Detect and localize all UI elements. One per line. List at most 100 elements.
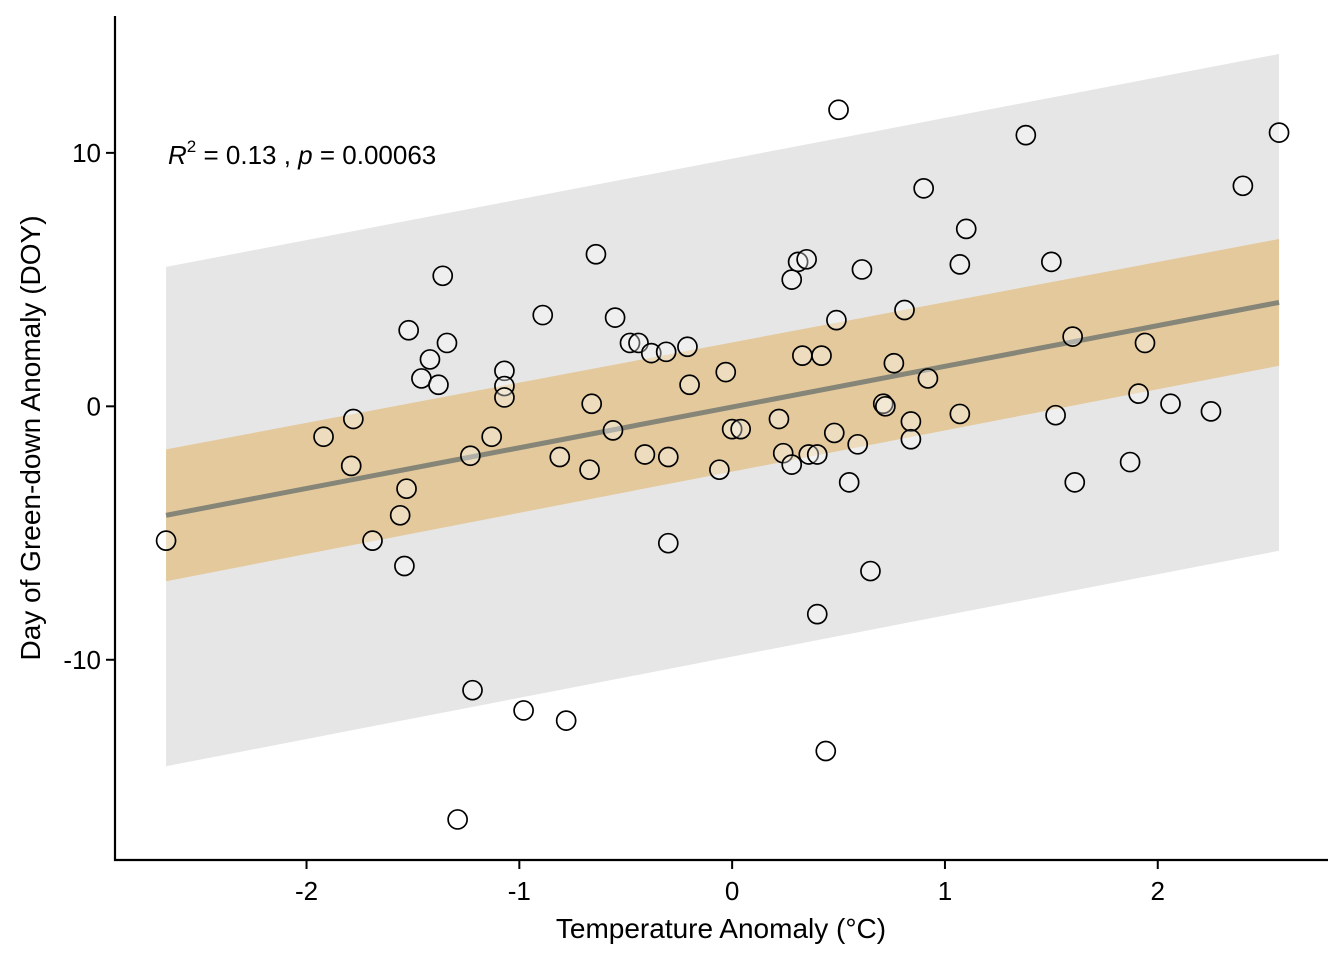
data-point xyxy=(847,433,869,455)
data-point xyxy=(1232,175,1254,197)
data-point xyxy=(949,254,971,275)
regression-line xyxy=(165,299,1280,518)
data-point xyxy=(640,342,662,364)
data-point xyxy=(494,387,515,408)
data-point xyxy=(494,375,515,397)
data-point xyxy=(602,420,624,441)
data-point xyxy=(826,309,847,331)
r2-value: = 0.13 , xyxy=(196,140,298,170)
data-point xyxy=(781,454,803,475)
data-point xyxy=(579,459,600,481)
data-point xyxy=(1045,404,1066,426)
data-point xyxy=(1015,124,1037,146)
data-point xyxy=(394,555,415,577)
data-point xyxy=(811,345,832,366)
data-point xyxy=(1064,472,1086,493)
data-point xyxy=(481,426,503,448)
data-point xyxy=(1062,326,1083,347)
data-point xyxy=(815,740,837,762)
data-point xyxy=(389,504,411,526)
data-point xyxy=(655,341,677,363)
data-point xyxy=(342,408,364,430)
data-point xyxy=(721,418,743,440)
y-tick-label: 10 xyxy=(72,138,101,168)
r2-superscript: 2 xyxy=(187,137,196,156)
data-point xyxy=(860,560,881,582)
data-point xyxy=(313,426,334,448)
data-point xyxy=(555,710,577,731)
data-point xyxy=(513,700,534,721)
data-point xyxy=(396,478,417,500)
data-point xyxy=(549,446,571,468)
data-point xyxy=(900,411,922,432)
data-point xyxy=(460,445,481,467)
data-point xyxy=(851,259,873,280)
data-point xyxy=(796,248,817,270)
data-point xyxy=(1128,383,1149,404)
data-point xyxy=(411,368,432,389)
data-point xyxy=(462,679,483,701)
x-tick-label: -2 xyxy=(295,876,318,906)
data-point xyxy=(894,299,915,321)
data-point xyxy=(709,459,730,481)
data-point xyxy=(1134,332,1156,354)
data-point xyxy=(715,361,737,383)
data-point xyxy=(657,446,679,468)
data-point xyxy=(657,532,679,554)
data-point xyxy=(883,352,905,374)
x-axis-ticks: -2 -1 0 1 2 xyxy=(295,860,1165,906)
x-tick-label: 0 xyxy=(725,876,739,906)
data-point xyxy=(730,418,752,440)
data-point xyxy=(532,304,554,326)
data-point xyxy=(398,319,420,341)
data-point xyxy=(798,444,820,465)
data-point xyxy=(875,395,896,417)
data-point xyxy=(447,809,468,830)
data-point xyxy=(634,444,656,465)
data-points xyxy=(155,99,1290,830)
p-value: = 0.00063 xyxy=(313,140,437,170)
data-point xyxy=(585,243,607,265)
data-point xyxy=(604,307,626,328)
data-point xyxy=(428,374,449,396)
data-point xyxy=(362,530,383,551)
data-point xyxy=(494,360,515,382)
data-point xyxy=(806,444,828,465)
data-point xyxy=(792,345,813,366)
data-point xyxy=(823,422,845,444)
data-point xyxy=(949,403,971,425)
data-point xyxy=(838,472,860,493)
r2-symbol: R xyxy=(168,140,187,170)
stats-annotation: R2 = 0.13 , p = 0.00063 xyxy=(168,137,436,170)
p-symbol: p xyxy=(297,140,312,170)
data-point xyxy=(340,455,362,477)
x-tick-label: 1 xyxy=(938,876,952,906)
data-point xyxy=(1268,122,1290,143)
data-point xyxy=(917,368,939,389)
data-point xyxy=(900,428,922,450)
data-point xyxy=(581,393,603,415)
data-point xyxy=(913,177,935,199)
data-point xyxy=(828,99,849,121)
data-point xyxy=(436,332,458,354)
x-axis-title: Temperature Anomaly (°C) xyxy=(556,913,886,944)
x-tick-label: -1 xyxy=(508,876,531,906)
data-point xyxy=(619,332,641,354)
data-point xyxy=(1160,393,1181,415)
y-axis-title: Day of Green-down Anomaly (DOY) xyxy=(15,215,46,660)
data-point xyxy=(955,218,977,240)
data-point xyxy=(1119,451,1141,473)
data-point xyxy=(1041,251,1062,273)
data-point xyxy=(677,336,698,358)
data-point xyxy=(768,408,790,430)
y-tick-label: 0 xyxy=(87,391,101,421)
x-tick-label: 2 xyxy=(1151,876,1165,906)
data-point xyxy=(781,269,803,290)
data-point xyxy=(1200,401,1222,422)
data-point xyxy=(432,265,454,287)
y-tick-label: -10 xyxy=(63,645,101,675)
data-point xyxy=(155,530,177,551)
y-axis-ticks: -10 0 10 xyxy=(63,138,115,675)
data-point xyxy=(679,374,700,396)
